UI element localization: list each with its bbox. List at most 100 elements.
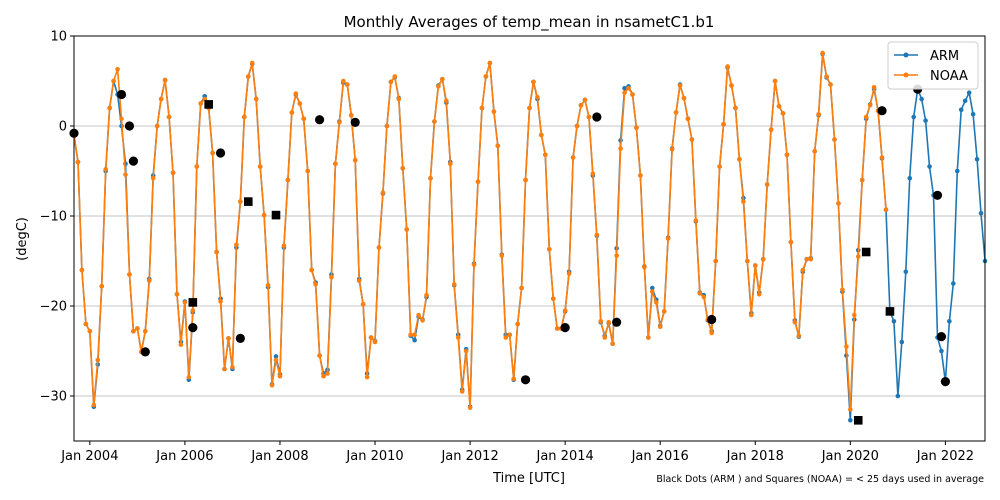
data-point	[622, 90, 627, 95]
data-point	[313, 282, 318, 287]
data-point	[400, 166, 406, 171]
data-point	[273, 354, 279, 359]
data-point	[911, 114, 917, 120]
x-tick-label: Jan 2012	[440, 449, 498, 464]
data-point	[99, 283, 105, 289]
noaa-under-25-days-square	[204, 100, 213, 109]
x-tick-label: Jan 2018	[726, 449, 784, 464]
data-point	[919, 96, 924, 102]
data-point	[408, 332, 413, 338]
data-point	[265, 283, 271, 288]
data-point	[962, 98, 968, 104]
noaa-under-25-days-square	[243, 197, 253, 206]
data-point	[527, 105, 532, 111]
chart-title: Monthly Averages of temp_mean in nsametC…	[344, 13, 715, 32]
data-point	[503, 335, 509, 340]
data-point	[333, 161, 338, 167]
y-tick-label: −30	[40, 390, 67, 405]
data-point	[222, 366, 227, 372]
data-point	[257, 164, 263, 169]
data-point	[590, 171, 596, 176]
data-point	[455, 335, 461, 340]
data-point	[507, 332, 512, 338]
data-point	[784, 152, 790, 158]
data-point	[281, 243, 287, 248]
data-point	[487, 60, 493, 66]
legend-box	[887, 41, 979, 90]
data-point	[523, 177, 528, 183]
data-point	[459, 389, 465, 394]
data-point	[927, 164, 932, 169]
data-point	[939, 348, 944, 354]
footnote: Black Dots (ARM ) and Squares (NOAA) = <…	[656, 474, 984, 485]
data-point	[859, 177, 865, 183]
data-point	[539, 132, 544, 138]
data-point	[871, 85, 877, 90]
data-point	[384, 123, 390, 129]
data-point	[218, 299, 223, 304]
data-point	[776, 103, 782, 109]
data-point	[428, 175, 433, 181]
data-point	[840, 287, 845, 293]
legend-label-arm: ARM	[930, 49, 959, 64]
data-point	[79, 267, 85, 273]
data-point	[234, 242, 239, 248]
data-point	[214, 249, 219, 255]
data-point	[91, 402, 97, 408]
data-point	[566, 271, 572, 276]
data-point	[135, 326, 140, 331]
series-line-noaa	[73, 52, 887, 411]
plot-area	[69, 35, 988, 442]
data-point	[392, 74, 398, 79]
data-point	[966, 90, 972, 95]
arm-under-25-days-dot	[707, 314, 717, 325]
data-point	[780, 111, 786, 116]
x-tick-label: Jan 2006	[155, 449, 213, 464]
data-point	[376, 245, 382, 250]
data-point	[665, 236, 671, 241]
data-point	[610, 341, 615, 347]
arm-under-25-days-dot	[612, 317, 622, 327]
data-point	[253, 96, 259, 102]
data-point	[352, 157, 358, 163]
data-point	[436, 84, 441, 89]
data-point	[364, 374, 370, 380]
data-point	[752, 263, 758, 268]
legend-label-noaa: NOAA	[930, 69, 968, 84]
data-point	[329, 274, 334, 280]
data-point	[420, 318, 425, 323]
data-point	[158, 96, 164, 102]
data-point	[519, 285, 524, 291]
data-point	[788, 239, 794, 245]
data-point	[432, 119, 437, 124]
data-point	[851, 312, 857, 318]
data-point	[808, 256, 814, 262]
data-point	[194, 164, 200, 169]
data-point	[812, 148, 817, 154]
data-point	[895, 393, 901, 399]
data-point	[697, 291, 703, 296]
data-point	[289, 110, 295, 115]
data-point	[388, 79, 394, 85]
data-point	[154, 123, 160, 129]
data-point	[828, 82, 833, 87]
data-point	[848, 407, 853, 412]
data-point	[749, 312, 754, 318]
data-point	[824, 74, 829, 79]
data-point	[649, 289, 655, 294]
data-point	[127, 272, 132, 277]
data-point	[123, 172, 128, 177]
data-point	[978, 211, 984, 216]
data-point	[301, 116, 307, 122]
data-point	[681, 95, 687, 101]
arm-under-25-days-dot	[877, 106, 887, 116]
data-point	[230, 364, 235, 370]
data-point	[186, 374, 192, 380]
data-point	[772, 78, 778, 84]
data-point	[642, 265, 647, 270]
data-point	[368, 335, 374, 340]
data-point	[142, 328, 148, 334]
series-noaa	[71, 50, 889, 412]
data-point	[646, 335, 651, 340]
data-point	[701, 294, 707, 300]
